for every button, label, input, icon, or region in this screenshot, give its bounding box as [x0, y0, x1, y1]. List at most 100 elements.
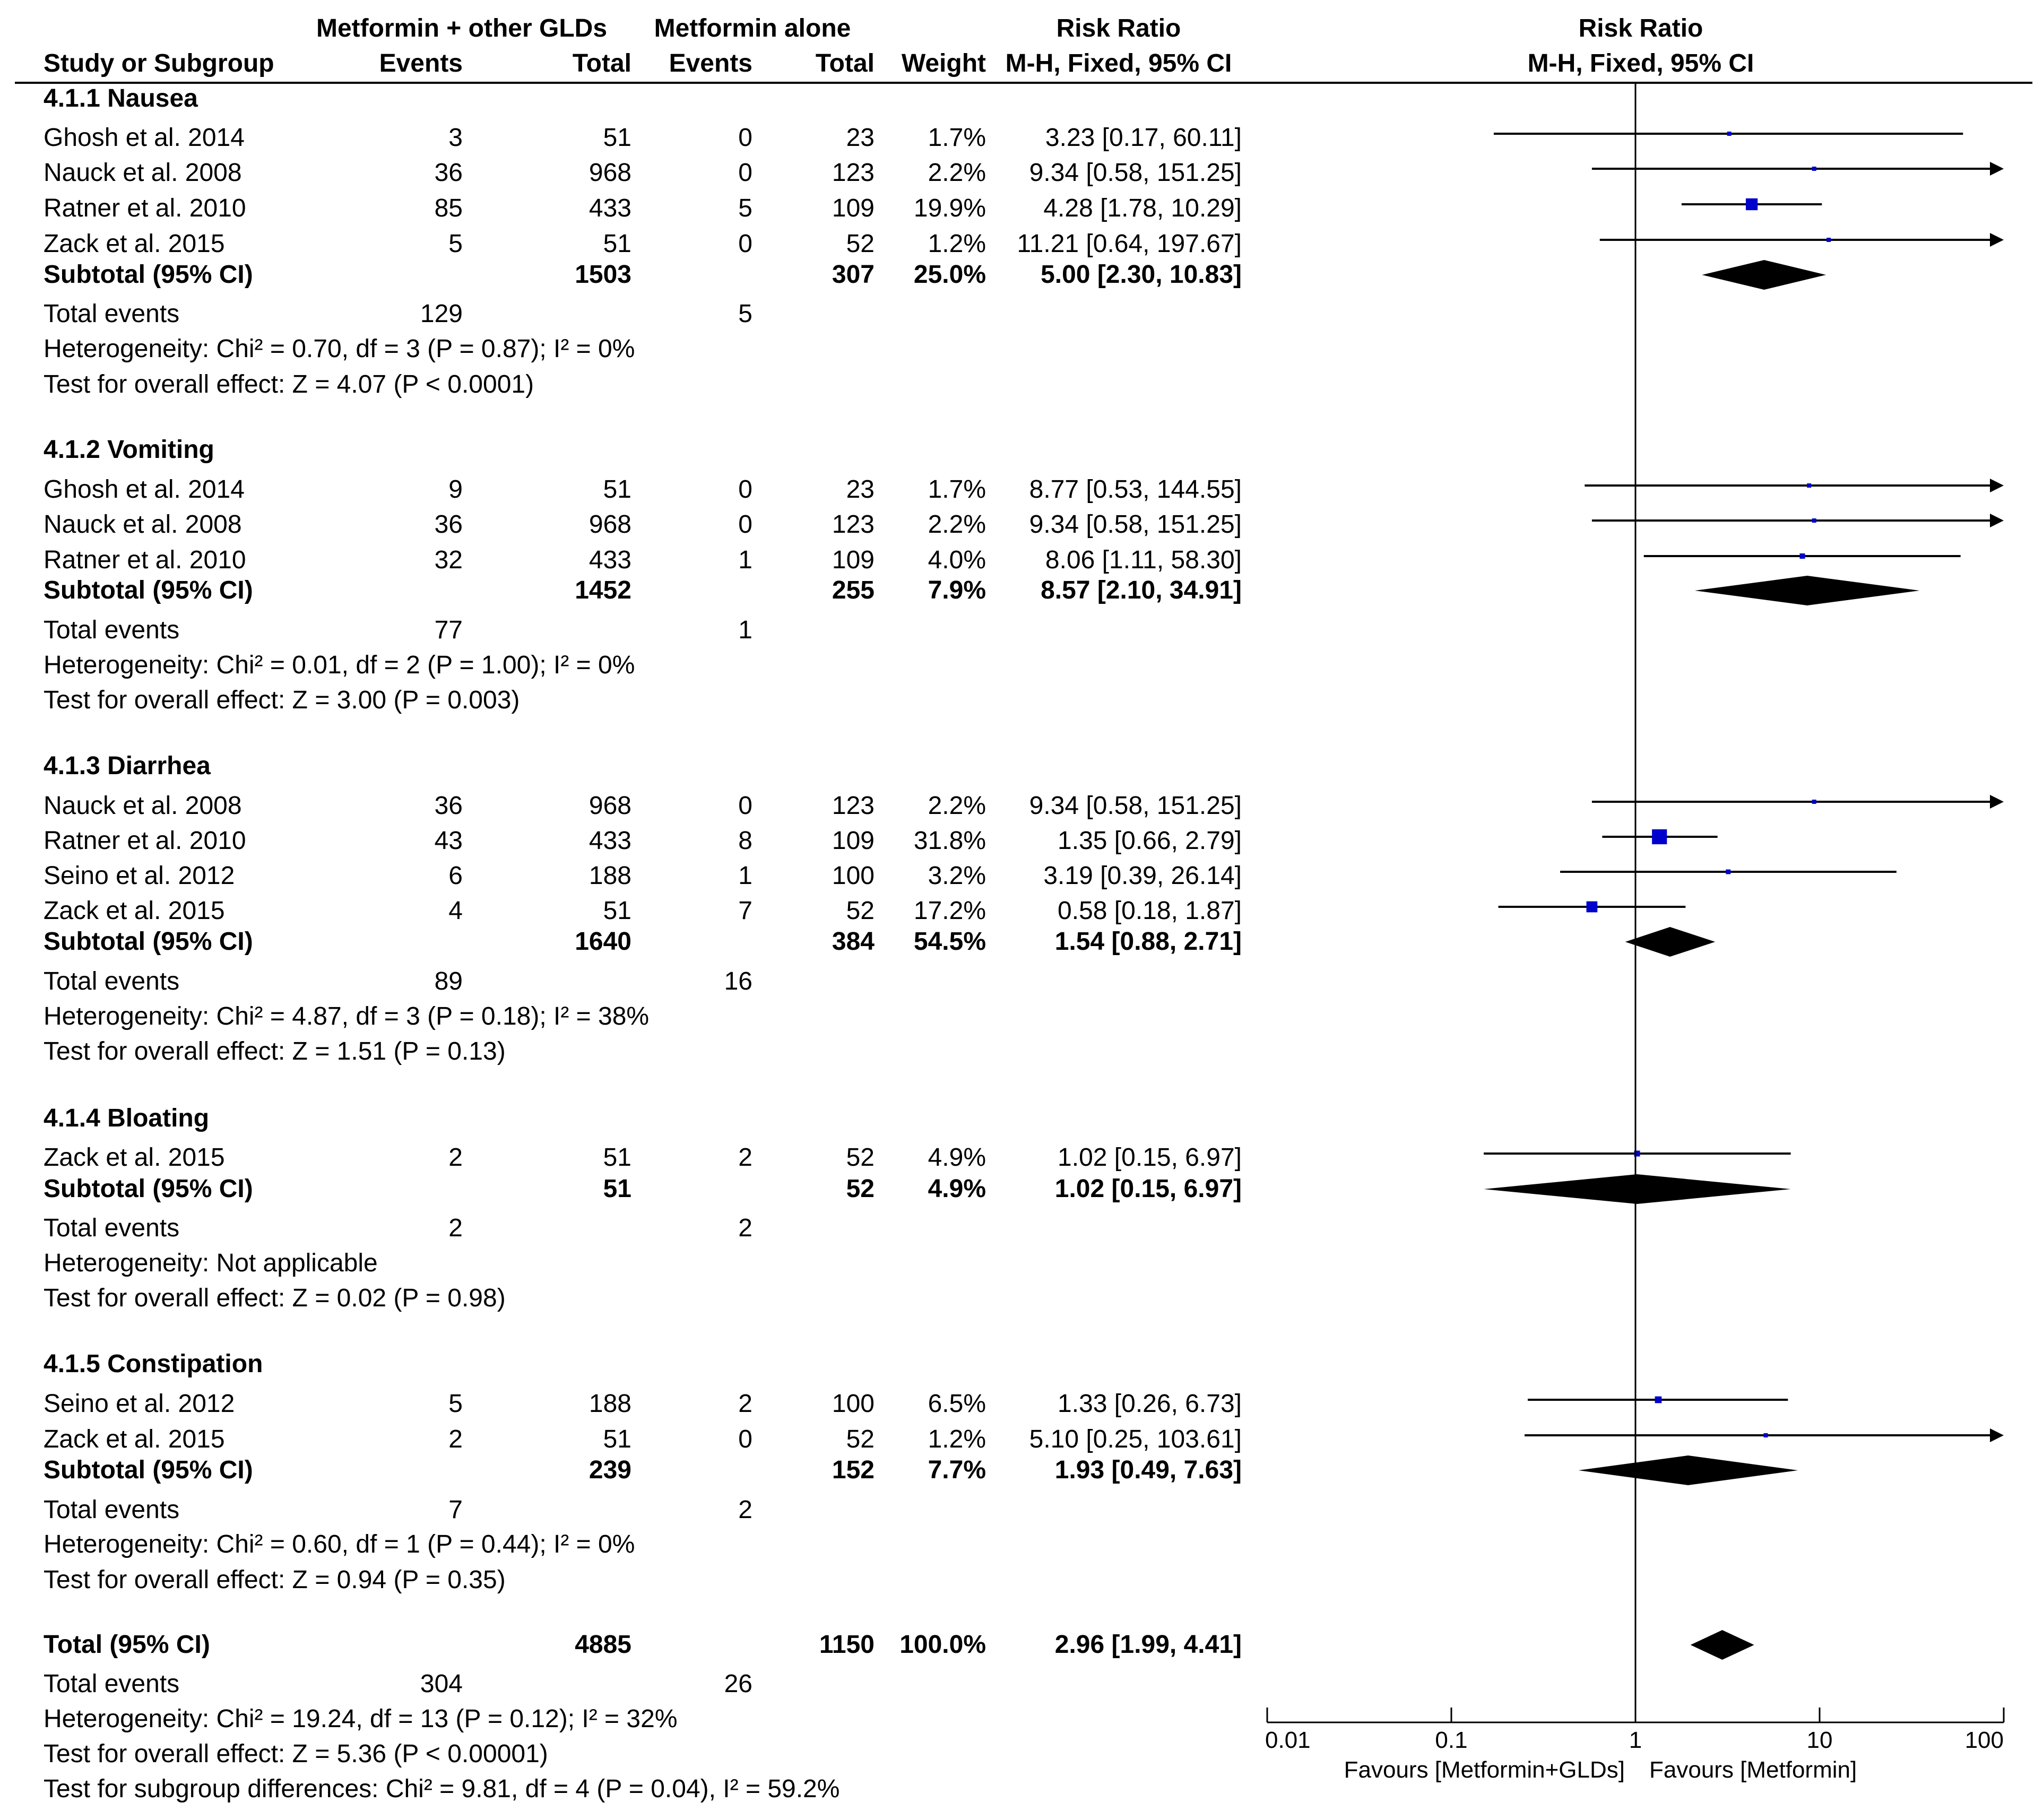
events-2: 1 [738, 862, 752, 890]
pooled-diamond [1625, 927, 1716, 957]
events-1: 9 [448, 475, 463, 504]
events-1: 4 [448, 897, 463, 925]
total-2: 100 [832, 1390, 875, 1418]
study-marker [1763, 1433, 1768, 1437]
header-rule [15, 82, 2032, 84]
study-marker [1726, 869, 1731, 874]
risk-ratio-ci: 9.34 [0.58, 151.25] [1029, 510, 1242, 539]
weight: 6.5% [928, 1390, 986, 1418]
overall-effect-total: Test for overall effect: Z = 5.36 (P < 0… [44, 1740, 548, 1768]
risk-ratio-ci: 3.19 [0.39, 26.14] [1043, 862, 1242, 890]
subgroup-title: 4.1.5 Constipation [44, 1350, 263, 1378]
risk-ratio-ci: 5.10 [0.25, 103.61] [1029, 1425, 1242, 1453]
risk-ratio-ci: 1.02 [0.15, 6.97] [1058, 1143, 1242, 1172]
weight: 1.2% [928, 230, 986, 258]
total-2: 123 [832, 510, 875, 539]
pooled-diamond [1702, 260, 1826, 290]
risk-ratio-ci: 8.06 [1.11, 58.30] [1045, 546, 1242, 574]
subgroup-title: 4.1.1 Nausea [44, 84, 198, 112]
risk-ratio-ci: 1.35 [0.66, 2.79] [1058, 827, 1242, 855]
subtotal-ci: 1.02 [0.15, 6.97] [1054, 1175, 1242, 1203]
events-1: 36 [434, 159, 463, 187]
favours-left-label: Favours [Metformin+GLDs] [1344, 1757, 1625, 1783]
subtotal-label: Subtotal (95% CI) [44, 261, 253, 289]
header-effect-sub: M-H, Fixed, 95% CI [1005, 49, 1232, 77]
total-1: 188 [588, 1390, 631, 1418]
study-name: Ratner et al. 2010 [44, 827, 246, 855]
total-1: 51 [603, 230, 631, 258]
pooled-diamond [1484, 1174, 1791, 1204]
study-name: Zack et al. 2015 [44, 230, 225, 258]
events-2: 8 [738, 827, 752, 855]
events-2: 2 [738, 1390, 752, 1418]
weight: 4.9% [928, 1143, 986, 1172]
ci-arrow [1990, 233, 2004, 247]
total-events-2: 2 [738, 1214, 752, 1242]
total-events-label: Total events [44, 1670, 180, 1698]
total-1: 51 [603, 124, 631, 152]
ci-arrow [1990, 795, 2004, 809]
study-name: Ratner et al. 2010 [44, 546, 246, 574]
risk-ratio-ci: 9.34 [0.58, 151.25] [1029, 159, 1242, 187]
events-1: 32 [434, 546, 463, 574]
overall-effect: Test for overall effect: Z = 3.00 (P = 0… [44, 686, 520, 714]
total-1: 51 [603, 475, 631, 504]
risk-ratio-ci: 8.77 [0.53, 144.55] [1029, 475, 1242, 504]
events-1: 3 [448, 124, 463, 152]
events-1: 36 [434, 510, 463, 539]
overall-effect: Test for overall effect: Z = 4.07 (P < 0… [44, 370, 534, 398]
study-name: Zack et al. 2015 [44, 1425, 225, 1453]
heterogeneity-total: Heterogeneity: Chi² = 19.24, df = 13 (P … [44, 1705, 678, 1733]
events-2: 0 [738, 230, 752, 258]
study-name: Nauck et al. 2008 [44, 510, 242, 539]
study-name: Zack et al. 2015 [44, 1143, 225, 1172]
total-1: 51 [603, 897, 631, 925]
events-2: 0 [738, 159, 752, 187]
total-1: 433 [588, 194, 631, 222]
ci-arrow [1990, 479, 2004, 492]
total-1: 51 [603, 1425, 631, 1453]
pooled-diamond [1690, 1630, 1754, 1660]
risk-ratio-ci: 9.34 [0.58, 151.25] [1029, 792, 1242, 820]
events-1: 6 [448, 862, 463, 890]
events-1: 36 [434, 792, 463, 820]
pooled-diamond [1578, 1455, 1798, 1485]
study-name: Nauck et al. 2008 [44, 792, 242, 820]
total-events-1: 89 [434, 967, 463, 995]
total-events-label: Total events [44, 1214, 180, 1242]
weight: 3.2% [928, 862, 986, 890]
total-label: Total (95% CI) [44, 1631, 210, 1659]
study-name: Seino et al. 2012 [44, 862, 235, 890]
study-marker [1652, 829, 1667, 845]
subtotal-total-2: 384 [832, 928, 875, 956]
header-events-2: Events [669, 49, 752, 77]
total-2: 23 [846, 124, 875, 152]
weight: 1.7% [928, 475, 986, 504]
total-1: 968 [588, 159, 631, 187]
x-tick-label: 100 [1965, 1727, 2004, 1753]
events-2: 5 [738, 194, 752, 222]
total-events-1: 129 [420, 300, 463, 328]
events-2: 0 [738, 510, 752, 539]
header-group1: Metformin + other GLDs [316, 14, 608, 42]
study-marker [1655, 1396, 1662, 1403]
study-marker [1826, 238, 1831, 242]
weight: 1.7% [928, 124, 986, 152]
subtotal-label: Subtotal (95% CI) [44, 1175, 253, 1203]
weight: 2.2% [928, 159, 986, 187]
events-2: 0 [738, 1425, 752, 1453]
header-plot-title: Risk Ratio [1578, 14, 1703, 42]
ci-arrow [1990, 162, 2004, 176]
subtotal-label: Subtotal (95% CI) [44, 1456, 253, 1484]
total-2: 109 [832, 827, 875, 855]
events-1: 5 [448, 1390, 463, 1418]
study-marker [1812, 800, 1816, 804]
subtotal-weight: 7.7% [928, 1456, 986, 1484]
study-marker [1807, 483, 1812, 488]
study-marker [1799, 553, 1805, 559]
total-events-2: 16 [724, 967, 752, 995]
events-2: 0 [738, 792, 752, 820]
total-2: 109 [832, 194, 875, 222]
subgroup-title: 4.1.2 Vomiting [44, 436, 214, 464]
